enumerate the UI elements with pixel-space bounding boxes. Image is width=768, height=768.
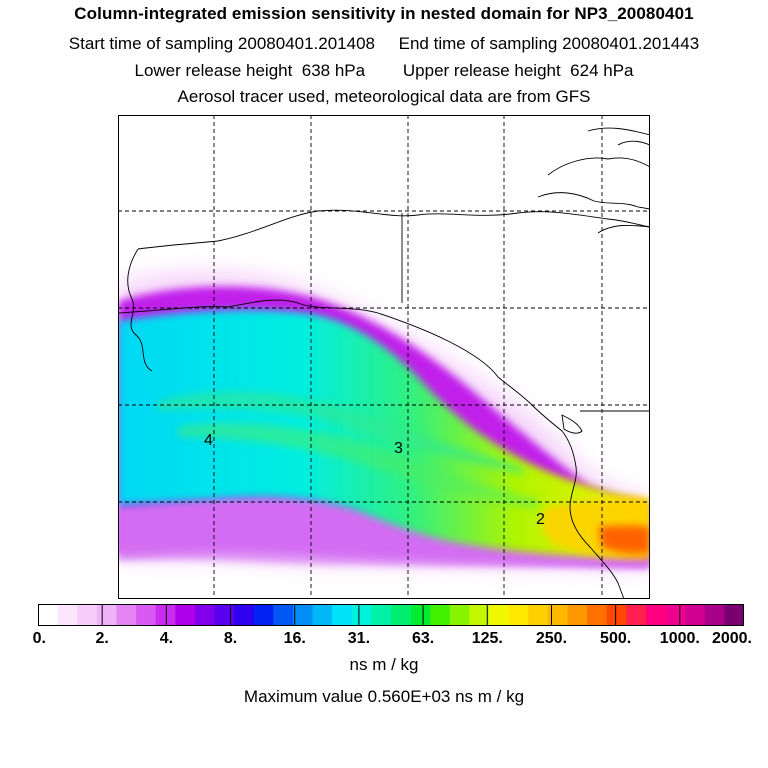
colorbar-segment [57, 604, 78, 626]
colorbar-segment [587, 604, 608, 626]
colorbar-tick-label: 250. [535, 630, 568, 647]
colorbar-segment [332, 604, 353, 626]
colorbar-segment [96, 604, 117, 626]
point-label-4: 4 [204, 432, 213, 449]
colorbar-tick-label: 8. [223, 630, 238, 647]
colorbar-segment [214, 604, 235, 626]
colorbar-tick-label: 63. [411, 630, 435, 647]
colorbar-segment [116, 604, 137, 626]
colorbar-tick-label: 125. [471, 630, 503, 647]
release-heights: Lower release height 638 hPa Upper relea… [134, 61, 634, 80]
colorbar-segment [77, 604, 98, 626]
point-label-3: 3 [394, 440, 403, 457]
colorbar-segment [489, 604, 510, 626]
colorbar-segment [547, 604, 568, 626]
colorbar-tick-label: 1000. [659, 630, 700, 647]
colorbar-segment [430, 604, 451, 626]
map-frame [118, 115, 650, 599]
colorbar-frame [38, 604, 744, 626]
colorbar-segment [665, 604, 686, 626]
colorbar-segment [410, 604, 431, 626]
coastlines [118, 127, 650, 599]
colorbar-segment [391, 604, 412, 626]
colorbar-segment [626, 604, 647, 626]
colorbar-segment [273, 604, 294, 626]
colorbar-segment [645, 604, 667, 626]
sensitivity-peak [598, 525, 650, 554]
colorbar-segment [567, 604, 588, 626]
maximum-value: Maximum value 0.560E+03 ns m / kg [243, 687, 525, 706]
colorbar-segment [469, 604, 490, 626]
emission-sensitivity-map: 4 3 2 [118, 115, 650, 599]
colorbar-segment [449, 604, 470, 626]
colorbar-segment [234, 604, 255, 626]
colorbar-segment [155, 604, 176, 626]
colorbar-segment [606, 604, 627, 626]
colorbar-tick-label: 31. [347, 630, 371, 647]
tracer-info: Aerosol tracer used, meteorological data… [177, 87, 591, 106]
colorbar-segment [38, 604, 59, 626]
colorbar-units: ns m / kg [349, 655, 419, 674]
colorbar-segment [508, 604, 529, 626]
colorbar-segment [685, 604, 706, 626]
colorbar-segment [253, 604, 274, 626]
colorbar-segment [175, 604, 196, 626]
colorbar-tick-label: 500. [600, 630, 632, 647]
colorbar-segment [312, 604, 333, 626]
colorbar-segment [136, 604, 157, 626]
sensitivity-streak [178, 423, 538, 509]
colorbar-segment [704, 604, 725, 626]
colorbar-tick-label: 2. [95, 630, 109, 647]
graticule [118, 115, 650, 599]
colorbar-segment [351, 604, 372, 626]
colorbar-segment [194, 604, 215, 626]
plot-title: Column-integrated emission sensitivity i… [74, 4, 694, 23]
colorbar-segment [528, 604, 549, 626]
colorbar-tick-label: 0. [32, 630, 47, 647]
colorbar-tick-label: 4. [159, 630, 174, 647]
colorbar-tick-label: 2000. [711, 630, 753, 647]
sensitivity-streak [158, 391, 528, 475]
point-label-2: 2 [536, 511, 545, 528]
colorbar-segment [371, 604, 392, 626]
colorbar-segment [724, 604, 744, 626]
colorbar-tick-label: 16. [283, 630, 306, 647]
colorbar-segment [292, 604, 314, 626]
sampling-times: Start time of sampling 20080401.201408 E… [68, 34, 700, 53]
colorbar [38, 604, 744, 626]
